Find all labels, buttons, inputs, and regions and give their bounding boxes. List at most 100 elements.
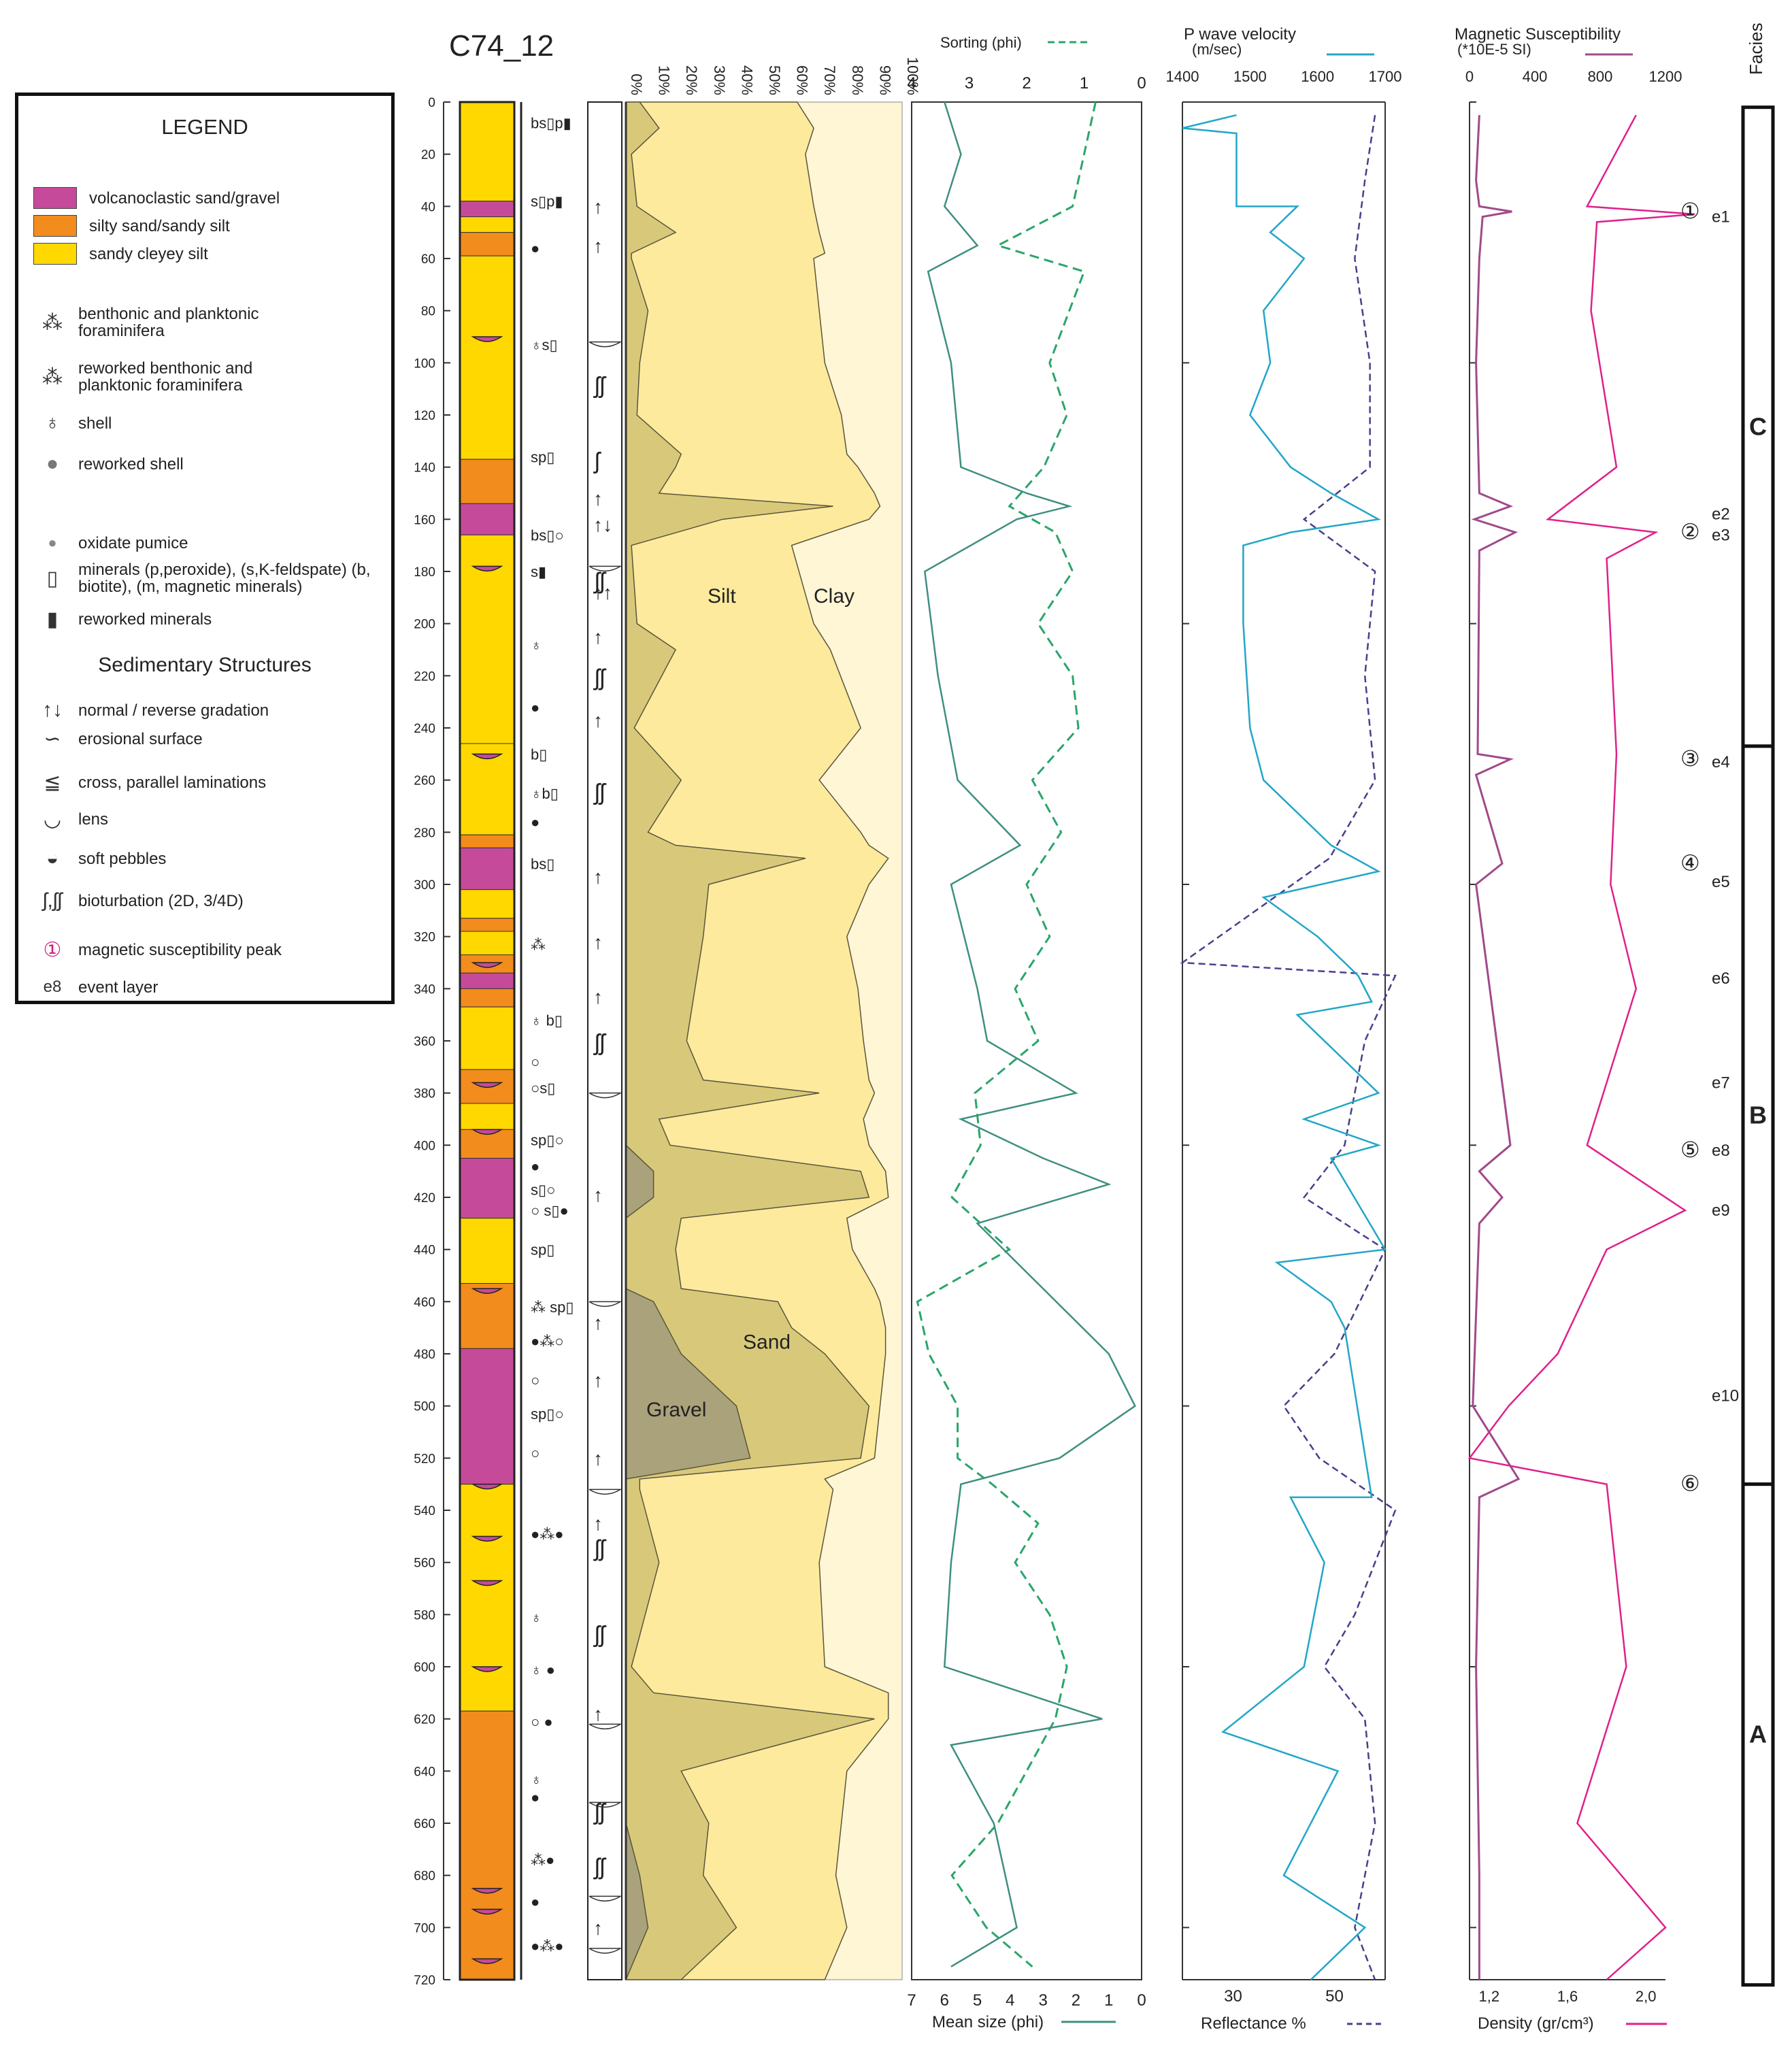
sand-area: [625, 101, 875, 1980]
legend-item-volcanoclastic: volcanoclastic sand/gravel: [33, 187, 280, 209]
magnetic-peak-marker: ③: [1680, 746, 1700, 771]
gradation-arrow: ↑: [593, 1703, 603, 1725]
sediment-symbol: ●: [531, 814, 540, 831]
sorting-tick-label: 0: [1137, 74, 1146, 93]
lithology-bed: [459, 1348, 515, 1485]
structures-title: Sedimentary Structures: [98, 654, 312, 676]
sediment-symbol: ♁ ●: [531, 1661, 555, 1678]
depth-tick-label: 200: [414, 618, 435, 632]
lithology-bed: [459, 216, 515, 233]
event-layer-label: e1: [1712, 208, 1730, 227]
gradation-arrow: ↑: [593, 1184, 603, 1206]
density-tick-label: 1,2: [1479, 1988, 1500, 2005]
depth-tick-label: 100: [414, 356, 435, 371]
bioturbation-mark: ʃʃ: [593, 1536, 607, 1562]
sediment-symbol: ⁂: [531, 936, 546, 953]
gradation-arrow: ↑: [593, 1312, 603, 1333]
lithology-bed: [459, 101, 515, 202]
magnetic-peak-marker: ④: [1680, 850, 1700, 875]
bioturbation-mark: ʃʃ: [593, 569, 607, 595]
mean-tick-label: 7: [907, 1991, 916, 2010]
swatch-sandy-silt: [33, 243, 77, 265]
lens-mark: [471, 1288, 503, 1294]
reworked-mineral-icon: ▮: [46, 608, 59, 631]
gradation-arrow: ↑: [593, 710, 603, 731]
clay-label: Clay: [814, 585, 854, 608]
gradation-arrow: ↑↑: [593, 582, 612, 603]
facies-unit: [1741, 744, 1775, 1486]
bioturbation-mark: ʃʃ: [593, 780, 607, 805]
depth-tick-label: 600: [414, 1661, 435, 1675]
lens-mark: [471, 1958, 503, 1965]
lens-mark: [471, 565, 503, 572]
sediment-symbol: ♁: [531, 636, 542, 653]
lens-icon: ◡: [43, 808, 62, 831]
depth-tick-label: 320: [414, 931, 435, 945]
magnetic-density-chart: 0 400 800 1200 1,2 1,6 2,0 ① ② ③ ④ ⑤ ⑥ e1 e2 e3 e4 e5 e6 e7…: [1465, 53, 1739, 2025]
pwave-line: [1182, 114, 1387, 1980]
sorting-frame: [911, 101, 1142, 1980]
sand-label: Sand: [743, 1331, 791, 1353]
lithology-bed: [459, 931, 515, 955]
depth-tick-label: 640: [414, 1765, 435, 1779]
reflectance-tick-label: 30: [1224, 1987, 1242, 2006]
lithology-bed: [459, 834, 515, 848]
legend-item-pumice: ● oxidate pumice: [33, 534, 188, 552]
bioturbation-mark: ʃʃ: [593, 373, 607, 399]
depth-tick-label: 380: [414, 1087, 435, 1101]
sorting-line: [916, 101, 1097, 1967]
sorting-tick-label: 2: [1022, 74, 1031, 93]
lithology-bed: [459, 232, 515, 256]
lithology-column: [459, 101, 516, 1981]
lithology-bed: [459, 1103, 515, 1130]
sediment-symbol: ○ ●: [531, 1714, 553, 1731]
sediment-symbol: bs▯○: [531, 527, 564, 544]
facies-unit-label: A: [1749, 1720, 1767, 1748]
legend-item-lens: ◡ lens: [33, 808, 108, 831]
legend-item-reworked-shell: ● reworked shell: [33, 452, 184, 476]
mean-tick-label: 5: [973, 1991, 982, 2010]
sediment-symbol: sp▯: [531, 448, 554, 465]
event-icon: e8: [43, 978, 62, 996]
lens-symbol: [588, 1948, 623, 1954]
sediment-symbol: ●: [531, 1158, 540, 1175]
grain-tick-label: 10%: [656, 65, 673, 95]
sediment-symbol: ●: [531, 1893, 540, 1910]
lens-symbol: [588, 565, 623, 572]
reflectance-title: Reflectance %: [1201, 2014, 1306, 2033]
depth-tick-label: 180: [414, 565, 435, 580]
gravel-label: Gravel: [646, 1399, 706, 1421]
sediment-symbol: s▮: [531, 563, 546, 580]
sediment-symbol: bs▯p▮: [531, 115, 571, 132]
density-tick-label: 2,0: [1636, 1988, 1657, 2005]
sediment-symbol: ●: [531, 240, 540, 257]
mean-title: Mean size (phi): [932, 2013, 1044, 2031]
lens-mark: [471, 336, 503, 342]
sediment-symbol: ●: [531, 1789, 540, 1806]
event-layer-label: e5: [1712, 873, 1730, 891]
depth-tick-label: 680: [414, 1869, 435, 1884]
silt-label: Silt: [708, 585, 736, 608]
sediment-symbol: ●: [531, 699, 540, 716]
lithology-bed: [459, 1006, 515, 1070]
depth-tick-label: 500: [414, 1400, 435, 1414]
lens-mark: [471, 1082, 503, 1088]
grain-size-chart: 0% 10% 20% 30% 40% 50% 60% 70% 80% 90% 100% Silt Cla…: [625, 57, 921, 1980]
grain-tick-label: 0%: [628, 73, 645, 95]
depth-tick-label: 520: [414, 1452, 435, 1466]
sediment-symbol: ○ s▯●: [531, 1202, 569, 1219]
grain-tick-label: 60%: [794, 65, 811, 95]
magnetic-peak-marker: ①: [1680, 199, 1700, 223]
sediment-symbol: ○: [531, 1054, 540, 1071]
sediment-symbol: s▯p▮: [531, 193, 563, 210]
depth-tick-label: 20: [421, 148, 435, 163]
lens-mark: [471, 1483, 503, 1490]
magnetic-title: Magnetic Susceptibility: [1455, 25, 1621, 44]
shell-icon: ♁: [44, 412, 61, 434]
sediment-symbol: ♁: [531, 1771, 542, 1788]
facies-unit: [1741, 105, 1775, 748]
depth-tick-label: 300: [414, 878, 435, 893]
facies-unit-label: C: [1749, 412, 1767, 440]
depth-tick-label: 340: [414, 982, 435, 997]
